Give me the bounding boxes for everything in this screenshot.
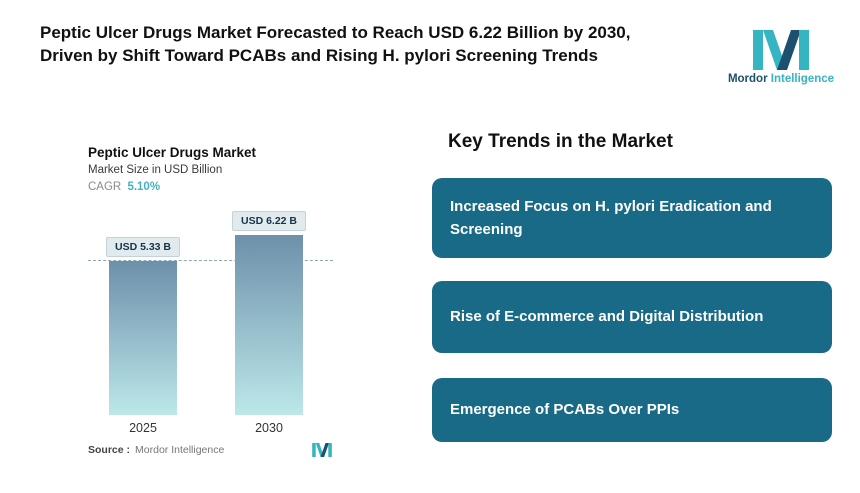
trend-text: Increased Focus on H. pylori Eradication… <box>450 197 772 238</box>
cagr-value: 5.10% <box>127 181 161 193</box>
trends-heading: Key Trends in the Market <box>448 131 673 152</box>
trend-box-hpylori: Increased Focus on H. pylori Eradication… <box>432 178 832 258</box>
mordor-m-icon <box>753 30 809 70</box>
cagr-label: CAGR <box>88 181 122 193</box>
bar-group-2030: USD 6.22 B <box>231 211 307 415</box>
trend-text: Emergence of PCABs Over PPIs <box>450 401 680 419</box>
brand-logo-text: Mordor Intelligence <box>725 73 837 85</box>
trend-text: Rise of E-commerce and Digital Distribut… <box>450 308 764 326</box>
x-axis-label-2025: 2025 <box>129 421 157 435</box>
mordor-m-icon-small <box>312 443 332 457</box>
trend-box-pcabs: Emergence of PCABs Over PPIs <box>432 378 832 442</box>
chart-subtitle: Market Size in USD Billion <box>88 164 223 176</box>
brand-logo: Mordor Intelligence <box>725 30 837 85</box>
reference-dashed-line <box>88 260 333 261</box>
bar-2030 <box>235 235 303 415</box>
chart-title: Peptic Ulcer Drugs Market <box>88 145 257 160</box>
source-label: Source : <box>88 444 131 456</box>
page-title: Peptic Ulcer Drugs Market Forecasted to … <box>40 23 631 65</box>
cagr-row: CAGR 5.10% <box>88 181 160 193</box>
bar-2025 <box>109 261 177 415</box>
bar-value-label-2030: USD 6.22 B <box>231 211 307 231</box>
x-axis-label-2030: 2030 <box>255 421 283 435</box>
brand-name: Mordor <box>727 73 768 85</box>
trend-box-ecommerce: Rise of E-commerce and Digital Distribut… <box>432 281 832 353</box>
bar-value-label-2025: USD 5.33 B <box>105 237 181 257</box>
bar-chart: USD 5.33 B USD 6.22 B <box>88 203 333 415</box>
brand-suffix: Intelligence <box>770 73 835 85</box>
source-row: Source : Mordor Intelligence <box>88 443 333 457</box>
source-value: Mordor Intelligence <box>135 444 225 456</box>
bar-group-2025: USD 5.33 B <box>105 237 181 415</box>
